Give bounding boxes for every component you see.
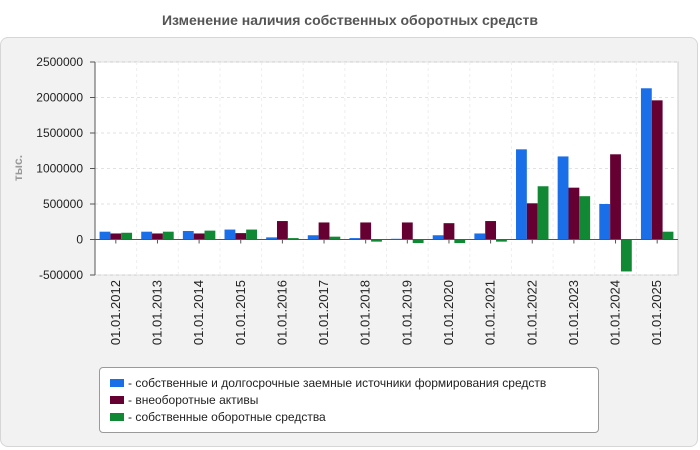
y-axis-label: тыс. — [11, 155, 25, 181]
legend-item: - внеоборотные активы — [110, 391, 598, 408]
x-tick-label: 01.01.2023 — [566, 280, 581, 345]
x-tick-labels: 01.01.2012 01.01.2013 01.01.2014 01.01.2015… — [108, 280, 664, 345]
bar — [246, 229, 257, 240]
bar — [360, 222, 372, 240]
x-tick-label: 01.01.2012 — [108, 280, 123, 345]
legend-label: - собственные и долгосрочные заемные ист… — [128, 375, 547, 390]
bar — [474, 233, 486, 240]
x-tick-label: 01.01.2025 — [649, 280, 664, 345]
legend-swatch — [110, 412, 124, 421]
y-tick-label: 0 — [76, 233, 83, 247]
bar — [526, 203, 538, 240]
legend-item: - собственные оборотные средства — [110, 408, 598, 425]
bar — [516, 149, 527, 240]
bar — [318, 222, 330, 240]
bar — [235, 233, 247, 240]
bar — [121, 232, 133, 240]
bar — [204, 230, 216, 240]
bar — [412, 239, 424, 244]
bar — [443, 223, 455, 240]
bar — [224, 229, 236, 240]
bar — [496, 239, 507, 242]
y-tick-label: 2000000 — [36, 91, 83, 105]
x-tick-label: 01.01.2020 — [441, 280, 456, 345]
y-tick-label: 1000000 — [36, 162, 83, 176]
bar — [266, 237, 277, 240]
bar — [651, 100, 663, 240]
legend-label: - внеоборотные активы — [128, 392, 259, 407]
bar — [182, 230, 194, 240]
x-tick-label: 01.01.2021 — [483, 280, 498, 345]
bar — [620, 239, 632, 272]
bar — [287, 238, 299, 240]
legend-label: - собственные оборотные средства — [128, 409, 326, 424]
bar — [141, 231, 153, 240]
x-tick-label: 01.01.2018 — [358, 280, 373, 345]
bar — [371, 239, 382, 242]
bar — [640, 88, 652, 240]
bar — [599, 204, 611, 240]
x-tick-label: 01.01.2015 — [233, 280, 248, 345]
x-tick-label: 01.01.2016 — [274, 280, 289, 345]
x-tick-label: 01.01.2019 — [399, 280, 414, 345]
x-tick-label: 01.01.2022 — [524, 280, 539, 345]
bar — [329, 236, 341, 240]
x-tick-label: 01.01.2017 — [316, 280, 331, 345]
bar — [454, 239, 466, 244]
bar — [557, 156, 569, 240]
bars — [99, 88, 674, 272]
bar — [307, 235, 319, 240]
bar — [610, 154, 621, 240]
legend: - собственные и долгосрочные заемные ист… — [99, 367, 599, 433]
legend-item: - собственные и долгосрочные заемные ист… — [110, 374, 598, 391]
legend-swatch — [110, 395, 124, 404]
bar — [537, 186, 549, 240]
bar — [152, 233, 163, 240]
chart-title: Изменение наличия собственных оборотных … — [161, 12, 539, 28]
bar — [193, 233, 205, 240]
bar — [401, 222, 413, 240]
x-tick-label: 01.01.2024 — [608, 280, 623, 345]
bar — [162, 231, 174, 240]
bar — [276, 221, 288, 240]
x-tick-label: 01.01.2013 — [149, 280, 164, 345]
bar — [432, 235, 444, 240]
y-tick-label: -500000 — [39, 268, 83, 282]
bar — [662, 231, 674, 240]
bar — [579, 196, 591, 240]
bar — [485, 221, 497, 240]
axes — [90, 61, 678, 276]
bar — [110, 233, 122, 240]
y-tick-label: 1500000 — [36, 126, 83, 140]
bar — [349, 238, 361, 240]
y-tick-label: 2500000 — [36, 55, 83, 69]
x-tick-label: 01.01.2014 — [191, 280, 206, 345]
bar — [99, 231, 111, 240]
y-tick-label: 500000 — [43, 197, 83, 211]
legend-swatch — [110, 378, 124, 387]
bar — [568, 187, 580, 240]
y-tick-labels: -500000 0 500000 1000000 1500000 2000000 25000… — [36, 55, 83, 282]
